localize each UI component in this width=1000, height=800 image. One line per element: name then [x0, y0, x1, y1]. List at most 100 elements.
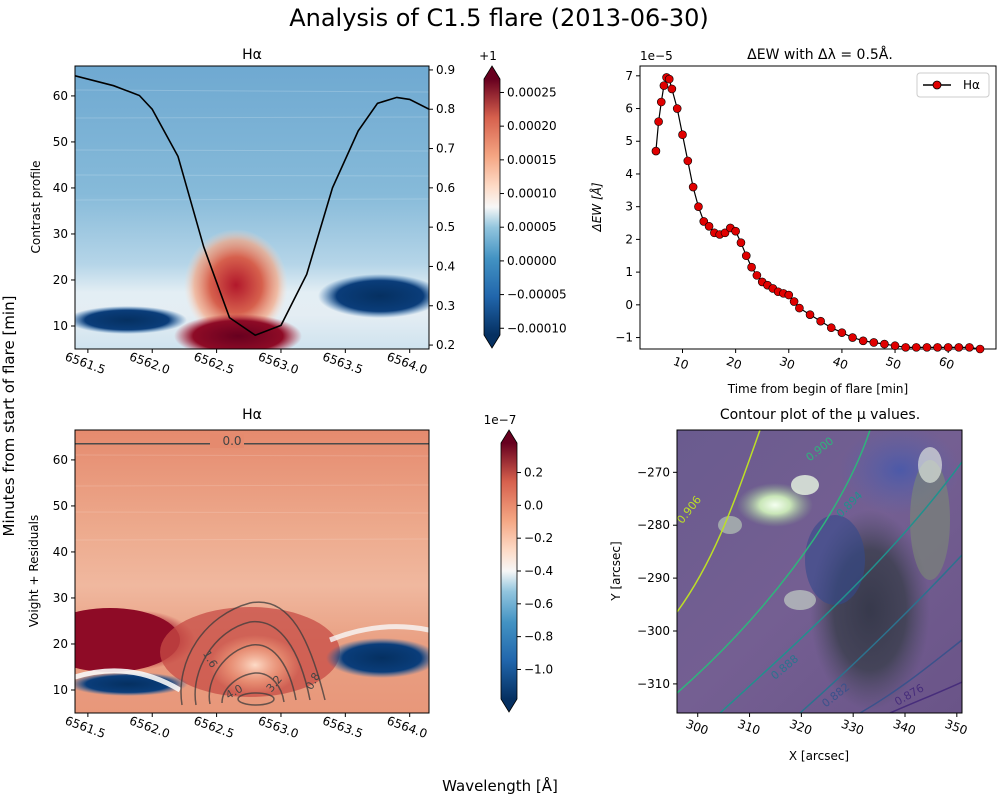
panel1-y-axis: 10 20 30 40 50 60: [53, 89, 75, 333]
panel2-xtick-label: 50: [884, 354, 903, 372]
panel2-data-point: [837, 328, 847, 337]
panel4-xtick-label: 330: [839, 717, 865, 738]
colorbar2-tick-label: −1.0: [524, 662, 553, 676]
panel3-contour-label-0: 0.0: [222, 434, 241, 448]
panel2-scale: 1e−5: [640, 49, 673, 63]
panel2-data-point: [943, 343, 953, 352]
shared-y-label: Minutes from start of flare [min]: [0, 296, 18, 537]
panel1-twin-tick-label: 0.3: [436, 299, 455, 313]
panel2-data-point: [656, 97, 666, 107]
colorbar2-tick-label: −0.4: [524, 564, 553, 578]
panel2-data-point: [880, 339, 889, 349]
panel1-xtick-label: 6562.0: [127, 349, 171, 377]
panel-delta-ew: ΔEW with Δλ = 0.5Å. 1e−5 Time from begin…: [589, 46, 997, 396]
colorbar1-top-extend: [484, 66, 500, 79]
colorbar2-tick-label: 0.2: [524, 466, 543, 480]
colorbar1-tick-label: 0.00015: [507, 153, 557, 167]
panel2-data-point: [704, 222, 714, 231]
panel3-xtick-label: 6564.0: [385, 713, 429, 741]
panel2-data-point: [975, 344, 985, 354]
panel2-data-point: [720, 228, 730, 238]
panel2-xtick-label: 40: [831, 354, 850, 372]
panel2-data-point: [911, 343, 921, 352]
panel4-ytick-label: −300: [637, 624, 670, 638]
panel3-y-axis: 10 20 30 40 50 60: [53, 453, 75, 697]
panel1-ytick-label: 40: [53, 181, 68, 195]
panel2-x-axis: 10 20 30 40 50 60: [671, 349, 956, 372]
panel3-ylabel: Voight + Residuals: [27, 515, 41, 628]
panel1-twin-tick-label: 0.8: [436, 102, 455, 116]
panel1-ylabel: Contrast profile: [29, 161, 43, 254]
panel1-xtick-label: 6561.5: [63, 349, 107, 377]
panel2-data-point: [965, 343, 974, 352]
panel1-heatmap-image: [75, 66, 429, 349]
panel4-ylabel: Y [arcsec]: [609, 541, 623, 601]
panel1-twin-tick-label: 0.7: [436, 142, 455, 156]
panel2-xtick-label: 60: [937, 354, 956, 372]
panel2-data-point: [678, 130, 687, 140]
colorbar-1: +1 0.00025 0.00020 0.00015 0.00010 0.00005 0.…: [479, 49, 567, 349]
panel2-data-point: [659, 81, 669, 90]
panel4-x-axis: 300 310 320 330 340 350: [684, 713, 969, 738]
panel1-xtick-label: 6564.0: [385, 349, 429, 377]
panel2-ytick-label: 7: [625, 69, 633, 83]
panel2-data-point: [667, 84, 677, 94]
panel2-data-point: [731, 226, 740, 236]
panel2-xtick-label: 30: [778, 354, 797, 372]
panel3-ytick-label: 10: [53, 683, 68, 697]
panel4-ytick-label: −290: [637, 571, 670, 585]
panel1-title: Hα: [242, 47, 262, 63]
colorbar-2: 1e−7 0.2 0.0 −0.2 −0.4 −0.6 −0.8 −1.0: [484, 413, 553, 713]
panel2-data-point: [699, 217, 709, 226]
panel2-ytick-label: 5: [625, 134, 633, 148]
panel3-xtick-label: 6563.0: [256, 713, 300, 741]
panel2-data-point: [901, 343, 910, 352]
colorbar2-bottom-extend: [501, 699, 517, 712]
panel2-legend-label: Hα: [963, 78, 980, 92]
panel1-x-axis: 6561.5 6562.0 6562.5 6563.0 6563.5 6564.0: [63, 349, 429, 377]
panel2-data-point: [869, 338, 879, 347]
panel2-data-point: [694, 202, 703, 211]
panel4-frame: [676, 429, 963, 714]
colorbar2-tick-label: −0.2: [524, 531, 553, 545]
panel2-title: ΔEW with Δλ = 0.5Å.: [747, 46, 893, 63]
panel1-ytick-label: 10: [53, 319, 68, 333]
panel2-data-point: [789, 297, 799, 306]
colorbar1-tick-label: 0.00000: [507, 254, 557, 268]
panel4-xtick-label: 310: [736, 717, 762, 738]
colorbar2-offset: 1e−7: [484, 413, 517, 427]
panel3-xtick-label: 6562.5: [192, 713, 236, 741]
panel1-twin-tick-label: 0.4: [436, 259, 455, 273]
colorbar1-tick-label: 0.00020: [507, 119, 557, 133]
colorbar2-tick-label: −0.6: [524, 597, 553, 611]
panel2-data-point: [672, 104, 682, 113]
panel2-data-point: [752, 271, 762, 280]
panel4-xtick-label: 350: [943, 717, 969, 738]
panel4-ytick-label: −270: [637, 465, 670, 479]
panel1-twin-tick-label: 0.2: [436, 338, 455, 352]
panel4-mu-contours: [677, 430, 962, 713]
panel3-ytick-label: 60: [53, 453, 68, 467]
panel2-data-point: [664, 74, 674, 84]
panel2-data-point: [795, 303, 804, 313]
panel1-xtick-label: 6563.0: [256, 349, 300, 377]
panel2-data-point: [651, 146, 661, 156]
panel2-data-point: [922, 343, 932, 352]
panel2-data-point: [805, 310, 815, 319]
panel2-data-point: [736, 238, 746, 247]
panel3-xtick-label: 6562.0: [127, 713, 171, 741]
shared-x-label: Wavelength [Å]: [442, 776, 558, 795]
panel3-xtick-label: 6561.5: [63, 713, 107, 741]
panel2-ytick-label: 1: [625, 265, 633, 279]
panel3-xtick-label: 6563.5: [321, 713, 365, 741]
colorbar1-tick-label: −0.00005: [507, 288, 567, 302]
panel4-solar-image: [677, 430, 962, 713]
panel2-data-point: [890, 341, 900, 351]
figure-title: Analysis of C1.5 flare (2013-06-30): [289, 4, 709, 32]
panel4-xtick-label: 300: [684, 717, 710, 738]
colorbar2-tick-label: 0.0: [524, 498, 543, 512]
panel1-twin-tick-label: 0.5: [436, 220, 455, 234]
panel1-contrast-profile-line: [75, 75, 429, 337]
panel2-ylabel: ΔEW [Å]: [589, 182, 604, 232]
colorbar1-tick-label: −0.00010: [507, 321, 567, 335]
